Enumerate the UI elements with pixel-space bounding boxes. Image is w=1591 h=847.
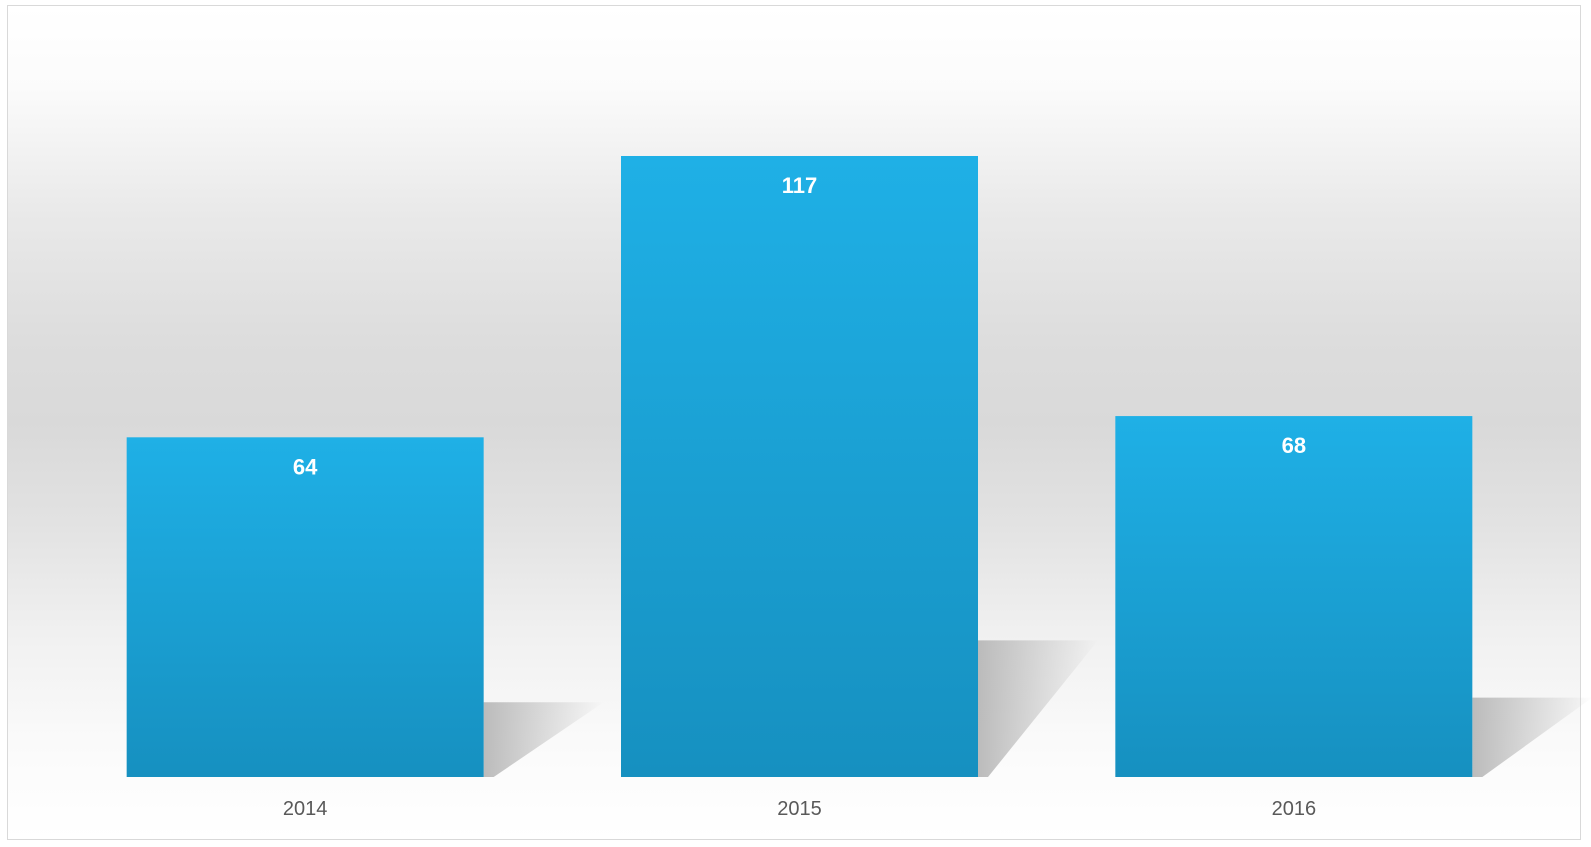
bar-2016 [1115,416,1473,777]
bar-shadows [483,640,1591,777]
x-tick-label-2014: 2014 [283,798,328,820]
bar-2014 [126,437,484,777]
bars [126,156,1473,777]
data-label-2015: 117 [782,173,818,198]
bar-shadow-2015 [978,640,1098,777]
bar-2015 [621,156,978,777]
x-tick-label-2016: 2016 [1272,798,1317,820]
data-label-2016: 68 [1282,433,1306,458]
x-tick-label-2015: 2015 [777,798,822,820]
data-labels: 64 117 68 [293,173,1306,479]
bar-shadow-2014 [483,702,604,777]
x-axis-tick-labels: 2014 2015 2016 [283,798,1316,820]
data-label-2014: 64 [293,454,318,479]
bar-shadow-2016 [1472,697,1591,777]
